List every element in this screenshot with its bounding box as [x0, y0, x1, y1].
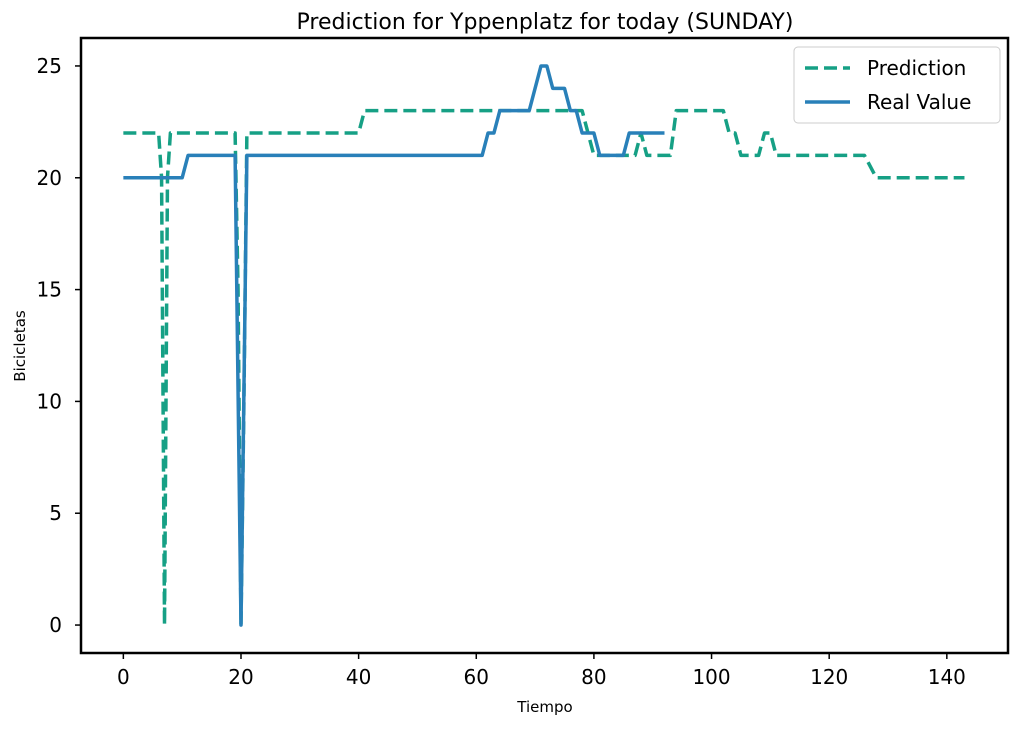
y-tick-label: 10 [37, 389, 62, 413]
legend-label-prediction: Prediction [867, 56, 966, 80]
y-tick-label: 20 [37, 166, 62, 190]
x-axis-ticks: 0 20 40 60 80 100 120 140 [117, 653, 966, 689]
y-tick-label: 5 [49, 501, 62, 525]
x-tick-label: 140 [928, 665, 966, 689]
y-tick-label: 15 [37, 278, 62, 302]
chart-title: Prediction for Yppenplatz for today (SUN… [297, 10, 794, 35]
y-axis-ticks: 0 5 10 15 20 25 [37, 54, 81, 637]
x-tick-label: 80 [581, 665, 606, 689]
y-tick-label: 25 [37, 54, 62, 78]
legend-label-real-value: Real Value [867, 90, 971, 114]
y-tick-label: 0 [49, 613, 62, 637]
plot-area [123, 64, 965, 627]
x-tick-label: 100 [692, 665, 730, 689]
plot-frame [79, 36, 1010, 655]
x-tick-label: 40 [346, 665, 371, 689]
x-tick-label: 20 [228, 665, 253, 689]
series-line-prediction [123, 108, 965, 627]
x-tick-label: 0 [117, 665, 130, 689]
legend: Prediction Real Value [793, 46, 1001, 124]
series-line-real-value [123, 64, 665, 627]
x-axis-label: Tiempo [516, 698, 572, 716]
x-tick-label: 120 [810, 665, 848, 689]
x-tick-label: 60 [464, 665, 489, 689]
y-axis-label: Bicicletas [11, 310, 29, 382]
legend-box [793, 46, 1001, 124]
